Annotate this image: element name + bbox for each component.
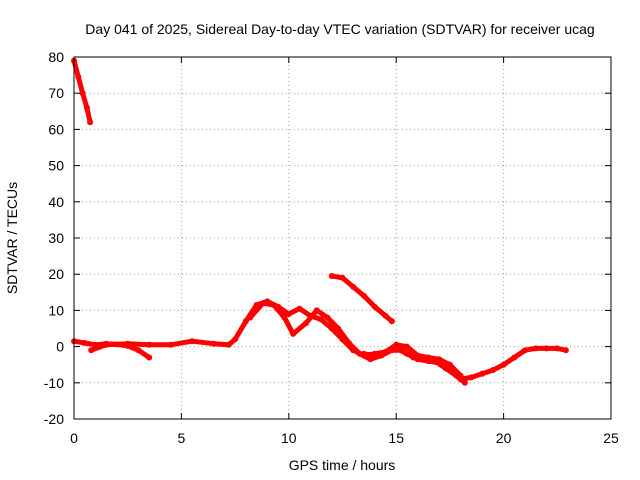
- data-point: [361, 350, 367, 357]
- data-point: [367, 356, 374, 363]
- y-tick-label: 60: [48, 121, 64, 137]
- data-point: [461, 379, 468, 386]
- data-point: [532, 345, 539, 352]
- data-point: [146, 341, 153, 348]
- data-point: [232, 336, 239, 343]
- data-point: [270, 302, 277, 308]
- y-tick-label: 40: [48, 194, 64, 210]
- x-tick-label: 0: [70, 430, 78, 446]
- data-point: [290, 330, 297, 337]
- data-point: [242, 318, 249, 325]
- series-arc-6: [361, 342, 464, 379]
- y-tick-label: 30: [48, 230, 64, 246]
- data-point: [489, 367, 496, 374]
- x-axis-label: GPS time / hours: [289, 457, 396, 473]
- data-point: [522, 347, 529, 354]
- data-point: [135, 347, 142, 354]
- data-point: [81, 340, 88, 346]
- grid: [74, 57, 611, 419]
- data-point: [371, 303, 378, 310]
- data-point: [285, 311, 292, 317]
- data-point: [318, 316, 324, 323]
- data-point: [436, 356, 443, 363]
- data-point: [425, 354, 432, 361]
- data-point: [83, 104, 90, 111]
- y-tick-label: 0: [56, 339, 64, 355]
- y-tick-label: 50: [48, 158, 64, 174]
- data-point: [335, 325, 342, 332]
- data-point: [87, 119, 94, 126]
- data-point: [393, 341, 400, 348]
- data-point: [324, 314, 331, 321]
- data-point: [446, 361, 453, 368]
- y-tick-label: 80: [48, 49, 64, 65]
- data-point: [260, 300, 266, 307]
- data-point: [511, 354, 518, 361]
- y-tick-label: -10: [44, 375, 64, 391]
- data-point: [328, 273, 335, 279]
- y-axis-label: SDTVAR / TECUs: [4, 182, 20, 294]
- data-point: [382, 349, 389, 355]
- x-tick-label: 10: [281, 430, 297, 446]
- data-point: [356, 350, 363, 357]
- ticks: 0 5 10 15 20 25 -20 -10 0 10 20 30 40 50 60 70 80: [44, 49, 619, 446]
- data-point: [79, 90, 86, 97]
- x-tick-label: 20: [496, 430, 512, 446]
- data-point: [442, 365, 449, 372]
- data-point: [189, 338, 196, 345]
- data-point: [345, 340, 352, 346]
- data-point: [457, 372, 464, 379]
- x-tick-label: 15: [388, 430, 404, 446]
- x-tick-label: 25: [603, 430, 619, 446]
- data-point: [543, 345, 550, 352]
- data-point: [388, 318, 395, 325]
- data-point: [350, 283, 357, 290]
- data-point: [303, 320, 309, 327]
- data-point: [247, 314, 254, 321]
- data-point: [399, 347, 406, 354]
- data-point: [296, 305, 303, 312]
- data-point: [103, 341, 110, 348]
- data-point: [124, 340, 131, 347]
- data-point: [281, 314, 288, 321]
- data-point: [167, 341, 174, 348]
- data-point: [225, 341, 232, 348]
- data-point: [88, 347, 95, 354]
- y-tick-label: -20: [44, 411, 64, 427]
- data-point: [339, 274, 346, 281]
- series-arc-4: [247, 300, 468, 386]
- data-point: [554, 345, 561, 352]
- x-tick-label: 5: [178, 430, 186, 446]
- y-tick-label: 10: [48, 302, 64, 318]
- series-layer: [71, 57, 569, 386]
- data-point: [468, 374, 475, 381]
- data-point: [479, 370, 486, 377]
- data-point: [382, 312, 389, 319]
- data-point: [562, 347, 569, 354]
- data-point: [414, 352, 421, 359]
- data-point: [210, 340, 217, 347]
- y-tick-label: 70: [48, 85, 64, 101]
- series-arc-3: [88, 298, 569, 382]
- data-point: [313, 307, 320, 314]
- chart-title: Day 041 of 2025, Sidereal Day-to-day VTE…: [85, 21, 594, 37]
- data-point: [403, 343, 410, 350]
- data-point: [75, 73, 82, 80]
- data-point: [371, 352, 378, 359]
- data-point: [361, 292, 367, 299]
- y-tick-label: 20: [48, 266, 64, 282]
- data-point: [146, 354, 153, 361]
- data-point: [500, 361, 507, 368]
